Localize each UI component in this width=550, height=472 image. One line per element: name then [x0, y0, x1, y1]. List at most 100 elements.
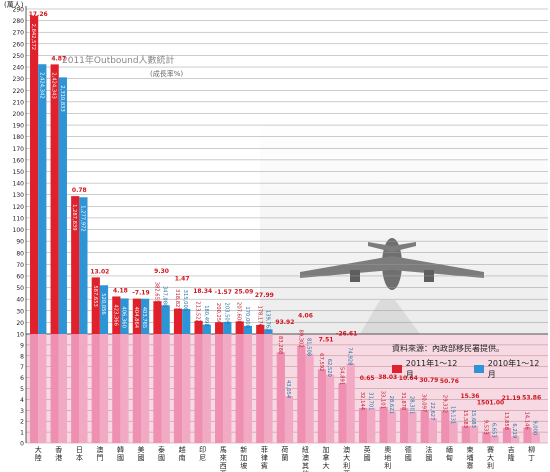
bar-2010: [428, 418, 438, 443]
x-tick-label: 越: [179, 445, 186, 454]
bar-2011-lower: [235, 334, 244, 443]
data-label: 31,701: [367, 392, 373, 410]
growth-rate-label: 9.30: [154, 268, 169, 275]
y-tick-label: 3: [20, 408, 24, 415]
bar-2011-lower: [50, 334, 59, 443]
data-label: 423,366: [112, 304, 118, 325]
y-tick-label: 110: [13, 215, 25, 222]
bar-2011: [153, 301, 162, 334]
y-tick-label: 6: [20, 375, 24, 382]
bar-2010: [161, 305, 170, 334]
data-label: 33,101: [380, 391, 386, 409]
bar-2011: [317, 369, 327, 443]
data-label: 30,097: [421, 394, 427, 412]
data-label: 43,054: [285, 380, 291, 399]
y-tick-label: 190: [13, 123, 25, 130]
sky-background: [260, 120, 548, 334]
y-tick-label: 170: [13, 146, 25, 153]
bar-2010-lower: [161, 334, 170, 443]
x-tick-label: 尼: [199, 454, 206, 462]
x-tick-label: 馬: [220, 446, 227, 454]
data-label: 347,088: [162, 286, 168, 307]
data-label: 404,864: [133, 307, 139, 329]
data-label: 520,056: [100, 293, 106, 314]
growth-rate-label: 18.34: [193, 288, 212, 295]
y-tick-label: 230: [13, 76, 25, 83]
y-tick-label: 120: [13, 204, 25, 211]
x-tick-label: 其: [302, 462, 309, 470]
bar-2011: [112, 296, 121, 334]
bar-2010: [469, 425, 479, 443]
bar-2011-lower: [91, 334, 100, 443]
growth-rate-label: 0.78: [72, 187, 87, 194]
y-tick-label: 90: [16, 239, 24, 246]
x-tick-label: 本: [76, 453, 83, 462]
x-tick-label: 利: [384, 461, 391, 470]
data-label: 28,301: [408, 396, 414, 414]
source-note: 資料來源：內政部移民署提供。: [392, 344, 504, 353]
bar-2010-lower: [223, 334, 232, 443]
data-label: 406,360: [121, 306, 127, 327]
data-label: 19,131: [450, 406, 456, 424]
y-tick-label: 260: [13, 41, 25, 48]
x-tick-label: 拿: [323, 453, 330, 462]
y-tick-label: 50: [16, 285, 24, 292]
data-label: 170,000: [244, 306, 250, 327]
data-label: 22,627: [429, 402, 435, 420]
y-tick-label: 2: [20, 419, 24, 426]
x-tick-label: 門: [96, 454, 103, 462]
bar-2011: [400, 408, 409, 443]
data-label: 139,762: [264, 310, 270, 331]
x-tick-label: 寨: [466, 461, 473, 470]
data-label: 32,144: [359, 392, 365, 411]
bar-2010-lower: [79, 334, 88, 443]
x-tick-label: 大: [343, 453, 350, 462]
bar-2011: [91, 277, 100, 334]
bar-2011: [235, 321, 244, 334]
data-label: 6,219: [511, 423, 517, 438]
x-tick-label: 美: [138, 445, 145, 454]
data-label: 2,310,833: [59, 85, 65, 111]
legend-swatch-2011: [392, 365, 402, 373]
bar-2010: [305, 354, 314, 443]
y-tick-label: 1: [20, 430, 24, 437]
data-label: 15,683: [470, 410, 476, 428]
bar-2011: [358, 408, 368, 443]
y-tick-label: 200: [13, 111, 25, 118]
bar-2011: [379, 406, 388, 443]
x-tick-label: 賽: [487, 445, 494, 454]
y-tick-label: 130: [13, 192, 25, 199]
x-tick-label: 新: [240, 445, 247, 454]
x-tick-label: 西: [220, 462, 227, 470]
bar-2011-lower: [256, 334, 265, 443]
growth-rate-label: 4.18: [113, 287, 128, 294]
bar-2011: [297, 345, 306, 443]
bar-2010: [531, 433, 540, 443]
data-label: 67,592: [318, 353, 324, 371]
x-tick-label: 菲: [261, 445, 268, 454]
y-tick-label: 7: [20, 364, 24, 371]
x-tick-label: 奧: [384, 445, 391, 454]
y-tick-label: 20: [16, 320, 24, 327]
x-tick-label: 德: [405, 445, 412, 454]
bar-2010: [490, 435, 499, 443]
data-label: 318,827: [174, 289, 180, 310]
data-label: 587,653: [92, 285, 98, 306]
data-label: 89,302: [297, 330, 303, 348]
bar-2011: [482, 432, 491, 443]
x-tick-label: 坡: [240, 461, 247, 470]
data-label: 54,891: [339, 367, 345, 385]
bar-2011-lower: [194, 334, 203, 443]
bar-2010: [346, 363, 355, 443]
bar-2011: [50, 64, 59, 334]
bar-2010: [284, 396, 294, 443]
x-tick-label: 律: [261, 453, 268, 462]
growth-rate-label: 93.92: [275, 319, 294, 326]
x-tick-label: 印: [199, 446, 206, 454]
x-tick-label: 利: [487, 461, 494, 470]
bar-2011-lower: [112, 334, 121, 443]
x-tick-label: 國: [138, 454, 145, 462]
data-label: 6,653: [491, 423, 497, 438]
legend-label-2011: 2011年1～12月: [405, 359, 458, 379]
bar-2011-lower: [153, 334, 162, 443]
